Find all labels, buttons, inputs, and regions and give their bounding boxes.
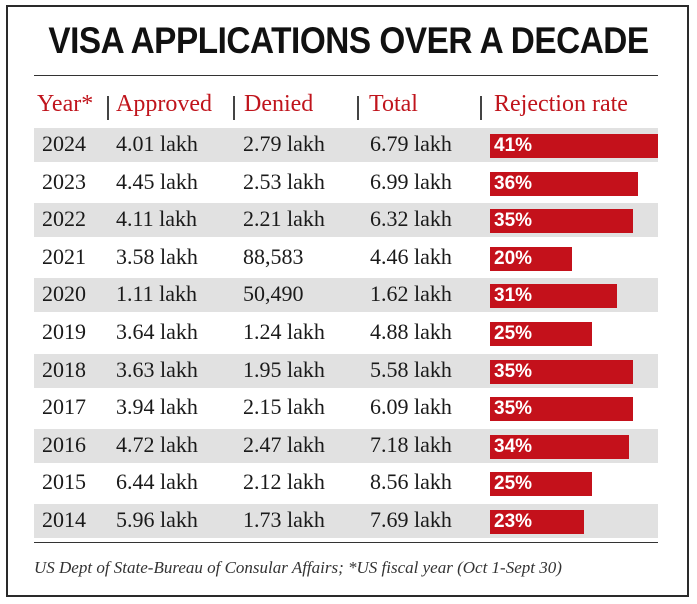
cell-approved: 3.63 lakh bbox=[116, 356, 198, 382]
rejection-rate-bar: 35% bbox=[490, 397, 634, 422]
cell-approved: 3.94 lakh bbox=[116, 394, 198, 420]
cell-denied: 2.15 lakh bbox=[243, 394, 325, 420]
rejection-rate-label: 25% bbox=[494, 323, 533, 344]
cell-approved: 5.96 lakh bbox=[116, 507, 198, 532]
cell-year: 2021 bbox=[42, 243, 86, 269]
cell-year: 2019 bbox=[42, 319, 86, 344]
cell-year: 2016 bbox=[42, 431, 86, 457]
cell-denied: 50,490 bbox=[243, 281, 304, 307]
rejection-rate-bar: 20% bbox=[490, 246, 572, 271]
rejection-rate-label: 35% bbox=[494, 360, 533, 382]
table-row: 2022 4.11 lakh 2.21 lakh 6.32 lakh 35% bbox=[34, 203, 658, 238]
cell-year: 2020 bbox=[42, 281, 86, 307]
rejection-rate-label: 23% bbox=[494, 511, 533, 532]
cell-total: 7.18 lakh bbox=[370, 431, 452, 457]
cell-total: 6.79 lakh bbox=[370, 131, 452, 156]
cell-denied: 2.53 lakh bbox=[243, 168, 325, 194]
rejection-rate-bar: 23% bbox=[490, 510, 585, 534]
cell-year: 2023 bbox=[42, 168, 86, 194]
rejection-rate-bar: 34% bbox=[490, 434, 630, 459]
cell-total: 8.56 lakh bbox=[370, 469, 452, 495]
table-row: 2017 3.94 lakh 2.15 lakh 6.09 lakh 35% bbox=[34, 391, 658, 425]
cell-year: 2015 bbox=[42, 469, 86, 495]
header-total: Total bbox=[369, 91, 418, 117]
cell-year: 2017 bbox=[42, 394, 86, 420]
header-year: Year* bbox=[37, 91, 94, 117]
header-approved: Approved bbox=[116, 91, 212, 117]
cell-year: 2018 bbox=[42, 356, 86, 382]
cell-year: 2022 bbox=[42, 206, 86, 232]
table-row: 2021 3.58 lakh 88,583 4.46 lakh 20% bbox=[34, 241, 658, 275]
table-row: 2015 6.44 lakh 2.12 lakh 8.56 lakh 25% bbox=[34, 466, 658, 500]
cell-total: 1.62 lakh bbox=[370, 281, 452, 307]
rejection-rate-label: 35% bbox=[494, 398, 533, 420]
cell-denied: 1.95 lakh bbox=[243, 356, 325, 382]
source-note: US Dept of State-Bureau of Consular Affa… bbox=[34, 558, 562, 577]
table-row: 2023 4.45 lakh 2.53 lakh 6.99 lakh 36% bbox=[34, 166, 658, 200]
top-rule bbox=[34, 75, 658, 76]
rejection-rate-label: 31% bbox=[494, 285, 533, 307]
rejection-rate-label: 34% bbox=[494, 435, 533, 457]
cell-approved: 4.01 lakh bbox=[116, 131, 198, 156]
rejection-rate-label: 20% bbox=[494, 247, 533, 269]
cell-total: 4.88 lakh bbox=[370, 319, 452, 344]
cell-approved: 3.64 lakh bbox=[116, 319, 198, 344]
header-separator bbox=[233, 96, 235, 120]
header-separator bbox=[357, 96, 359, 120]
cell-total: 6.32 lakh bbox=[370, 206, 452, 232]
rejection-rate-bar: 35% bbox=[490, 209, 634, 234]
rejection-rate-bar: 41% bbox=[490, 134, 658, 158]
cell-denied: 88,583 bbox=[243, 243, 304, 269]
cell-approved: 4.45 lakh bbox=[116, 168, 198, 194]
cell-denied: 2.79 lakh bbox=[243, 131, 325, 156]
cell-approved: 4.72 lakh bbox=[116, 431, 198, 457]
cell-year: 2014 bbox=[42, 507, 86, 532]
cell-denied: 2.12 lakh bbox=[243, 469, 325, 495]
header-denied: Denied bbox=[244, 91, 314, 117]
cell-denied: 1.24 lakh bbox=[243, 319, 325, 344]
table-row: 2020 1.11 lakh 50,490 1.62 lakh 31% bbox=[34, 278, 658, 313]
header-separator bbox=[480, 96, 482, 120]
table-row: 2019 3.64 lakh 1.24 lakh 4.88 lakh 25% bbox=[34, 316, 658, 350]
table-row: 2024 4.01 lakh 2.79 lakh 6.79 lakh 41% bbox=[34, 128, 658, 162]
cell-year: 2024 bbox=[42, 131, 86, 156]
rejection-rate-label: 36% bbox=[494, 172, 533, 194]
cell-total: 7.69 lakh bbox=[370, 507, 452, 532]
rejection-rate-bar: 25% bbox=[490, 322, 593, 346]
cell-denied: 2.47 lakh bbox=[243, 431, 325, 457]
cell-approved: 6.44 lakh bbox=[116, 469, 198, 495]
rejection-rate-bar: 35% bbox=[490, 359, 634, 384]
bottom-rule bbox=[34, 542, 658, 543]
rejection-rate-label: 25% bbox=[494, 473, 533, 495]
rejection-rate-bar: 25% bbox=[490, 472, 593, 497]
table-row: 2018 3.63 lakh 1.95 lakh 5.58 lakh 35% bbox=[34, 353, 658, 388]
cell-approved: 4.11 lakh bbox=[116, 206, 198, 232]
cell-approved: 1.11 lakh bbox=[116, 281, 198, 307]
rejection-rate-label: 35% bbox=[494, 210, 533, 232]
header-separator bbox=[107, 96, 109, 120]
cell-approved: 3.58 lakh bbox=[116, 243, 198, 269]
table-row: 2016 4.72 lakh 2.47 lakh 7.18 lakh 34% bbox=[34, 428, 658, 463]
cell-total: 6.99 lakh bbox=[370, 168, 452, 194]
chart-title: VISA APPLICATIONS OVER A DECADE bbox=[48, 20, 649, 61]
cell-denied: 1.73 lakh bbox=[243, 507, 325, 532]
rejection-rate-bar: 36% bbox=[490, 171, 638, 196]
header-rejection-rate: Rejection rate bbox=[494, 91, 628, 117]
cell-denied: 2.21 lakh bbox=[243, 206, 325, 232]
rejection-rate-bar: 31% bbox=[490, 284, 618, 309]
rejection-rate-label: 41% bbox=[494, 135, 533, 156]
cell-total: 6.09 lakh bbox=[370, 394, 452, 420]
cell-total: 5.58 lakh bbox=[370, 356, 452, 382]
cell-total: 4.46 lakh bbox=[370, 243, 452, 269]
table-row: 2014 5.96 lakh 1.73 lakh 7.69 lakh 23% bbox=[34, 504, 658, 538]
